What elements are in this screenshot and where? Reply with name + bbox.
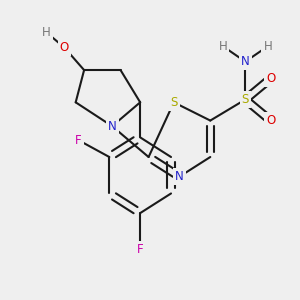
Text: F: F [137, 243, 143, 256]
Text: S: S [170, 96, 178, 109]
Text: O: O [266, 114, 275, 127]
Text: O: O [266, 72, 275, 85]
Text: F: F [75, 134, 82, 147]
Text: N: N [108, 120, 116, 133]
Text: H: H [263, 40, 272, 53]
Text: N: N [241, 55, 250, 68]
Text: H: H [218, 40, 227, 53]
Text: N: N [175, 170, 184, 183]
Text: H: H [42, 26, 51, 39]
Text: O: O [60, 41, 69, 54]
Text: S: S [242, 93, 249, 106]
